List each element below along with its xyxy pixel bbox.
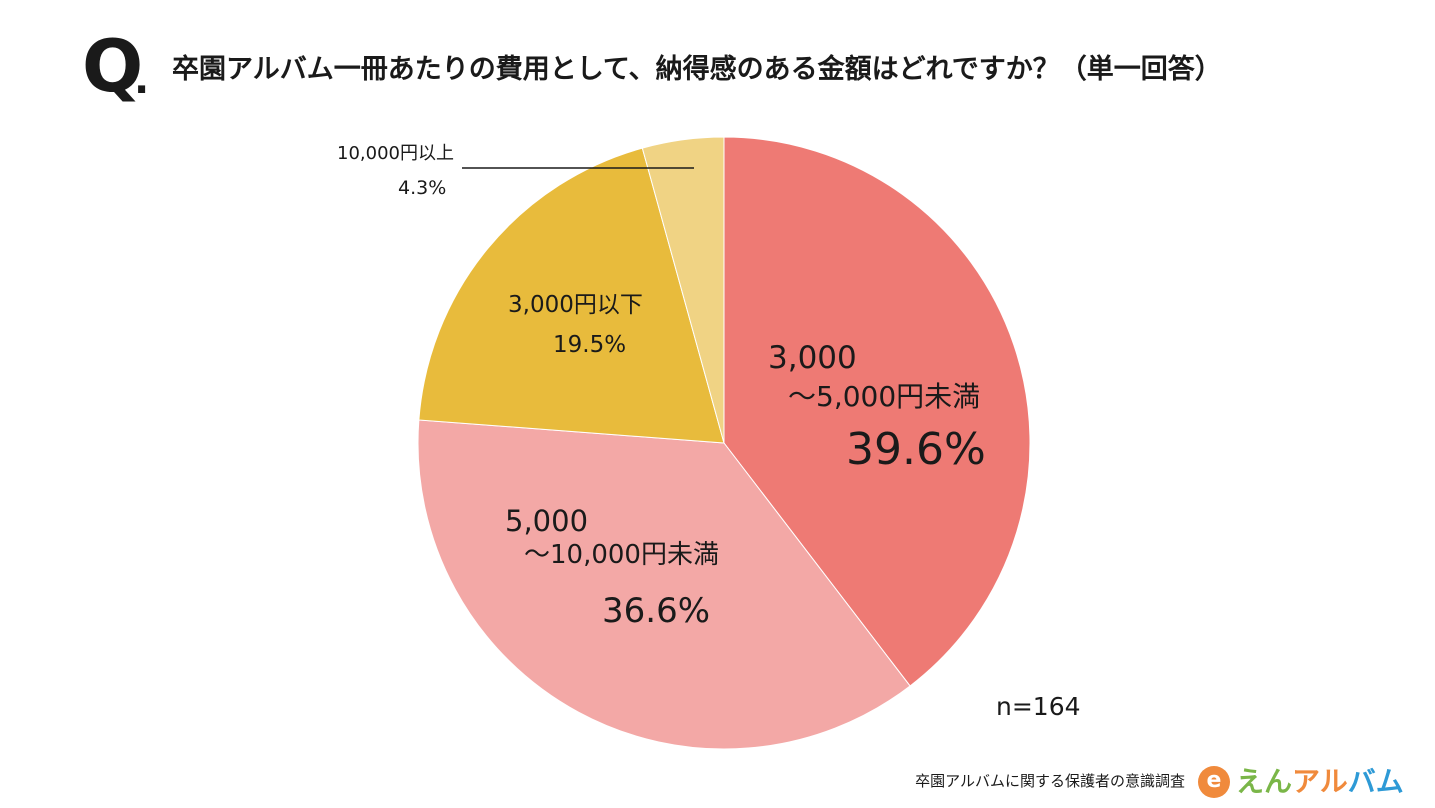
pie-slices — [417, 136, 1031, 750]
slice-3000-5000 — [723, 136, 1031, 687]
slice-label-5000-10000-line2: ～10,000円未満 — [524, 540, 719, 570]
slice-label-5000-10000-line1: 5,000 — [505, 504, 588, 538]
slice-value-under-3000: 19.5% — [553, 332, 626, 358]
brand-e-icon: e — [1198, 766, 1230, 798]
question-title: 卒園アルバム一冊あたりの費用として、納得感のある金額はどれですか？（単一回答） — [172, 54, 1222, 85]
brand-logo: e えんアルバム — [1198, 766, 1404, 798]
sample-size-label: n=164 — [996, 692, 1081, 721]
slice-label-10000-plus: 10,000円以上 — [337, 143, 454, 164]
question-marker-dot: . — [134, 57, 150, 103]
slice-label-3000-5000-line2: ～5,000円未満 — [788, 380, 980, 413]
slice-label-under-3000: 3,000円以下 — [508, 292, 643, 318]
brand-name: えんアルバム — [1236, 765, 1404, 798]
source-caption: 卒園アルバムに関する保護者の意識調査 — [915, 772, 1185, 790]
slice-value-5000-10000: 36.6% — [602, 591, 710, 631]
question-marker: Q — [82, 24, 144, 108]
slice-value-10000-plus: 4.3% — [398, 177, 446, 199]
slice-under-3000 — [418, 147, 725, 444]
slice-label-3000-5000-line1: 3,000 — [768, 340, 857, 376]
slice-10000-plus — [641, 136, 725, 444]
slice-value-3000-5000: 39.6% — [846, 424, 986, 475]
slice-5000-10000 — [417, 419, 911, 750]
